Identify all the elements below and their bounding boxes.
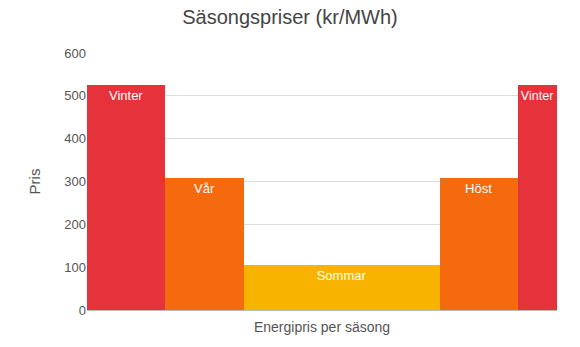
svg-text:300: 300 bbox=[64, 174, 86, 189]
svg-text:200: 200 bbox=[64, 217, 86, 232]
svg-text:Vår: Vår bbox=[194, 181, 215, 196]
svg-text:Vinter: Vinter bbox=[521, 89, 553, 103]
svg-text:0: 0 bbox=[79, 303, 86, 318]
svg-text:Säsongspriser (kr/MWh): Säsongspriser (kr/MWh) bbox=[182, 6, 398, 28]
svg-text:Vinter: Vinter bbox=[109, 88, 143, 103]
svg-text:400: 400 bbox=[64, 131, 86, 146]
svg-text:100: 100 bbox=[64, 260, 86, 275]
svg-text:600: 600 bbox=[64, 46, 86, 61]
svg-text:Energipris per säsong: Energipris per säsong bbox=[254, 319, 390, 335]
svg-text:Pris: Pris bbox=[26, 169, 43, 195]
svg-text:Sommar: Sommar bbox=[317, 268, 367, 283]
svg-text:500: 500 bbox=[64, 88, 86, 103]
svg-text:Höst: Höst bbox=[465, 181, 492, 196]
